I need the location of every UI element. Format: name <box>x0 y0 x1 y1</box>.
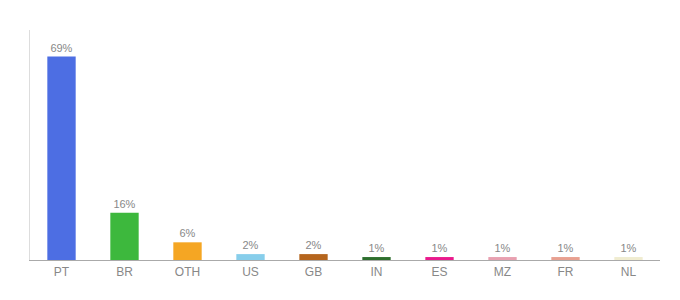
svg-text:PT: PT <box>54 265 70 279</box>
svg-text:1%: 1% <box>620 242 636 254</box>
svg-text:NL: NL <box>621 265 637 279</box>
svg-text:US: US <box>242 265 259 279</box>
svg-text:2%: 2% <box>242 239 258 251</box>
svg-text:16%: 16% <box>113 198 135 210</box>
svg-text:IN: IN <box>371 265 383 279</box>
svg-text:GB: GB <box>305 265 322 279</box>
svg-text:1%: 1% <box>368 242 384 254</box>
svg-text:6%: 6% <box>179 227 195 239</box>
svg-text:MZ: MZ <box>494 265 511 279</box>
svg-text:1%: 1% <box>557 242 573 254</box>
svg-text:69%: 69% <box>50 42 72 54</box>
svg-text:BR: BR <box>116 265 133 279</box>
svg-text:1%: 1% <box>431 242 447 254</box>
svg-text:ES: ES <box>431 265 447 279</box>
svg-text:OTH: OTH <box>175 265 200 279</box>
svg-text:1%: 1% <box>494 242 510 254</box>
svg-text:FR: FR <box>558 265 574 279</box>
svg-text:2%: 2% <box>305 239 321 251</box>
